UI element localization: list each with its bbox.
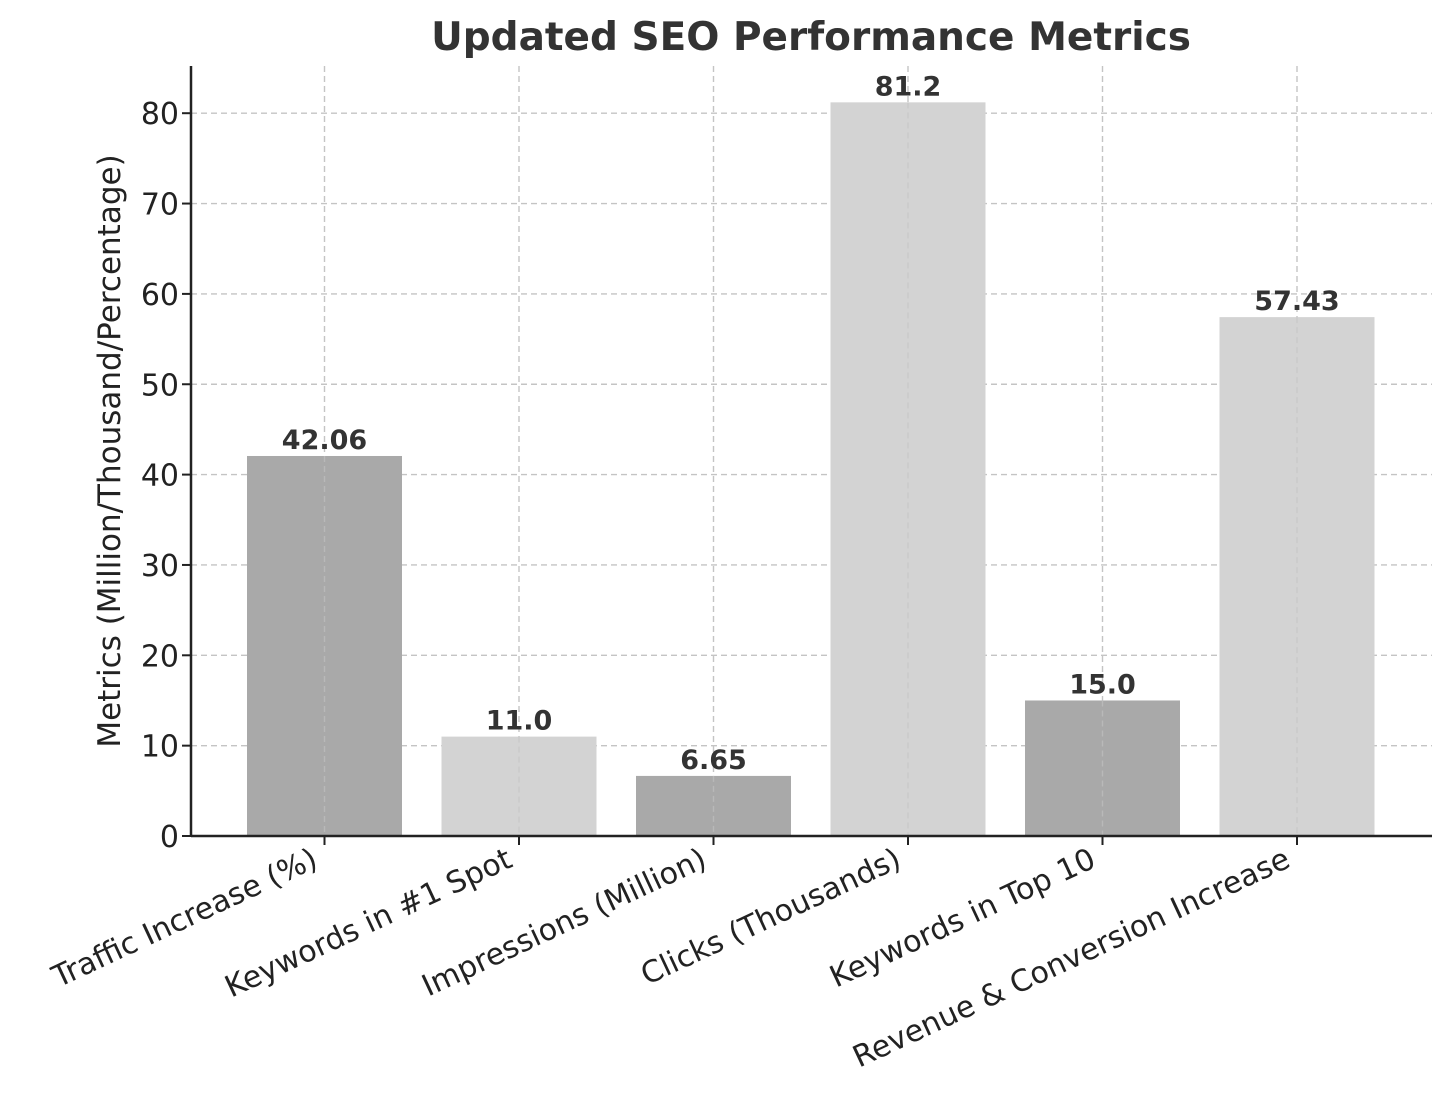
- data-label: 6.65: [680, 745, 747, 776]
- axes-layer: [189, 66, 1432, 838]
- bars-layer: [247, 102, 1375, 836]
- chart-title: Updated SEO Performance Metrics: [431, 15, 1191, 60]
- y-tick-label: 40: [141, 459, 179, 494]
- data-label: 42.06: [282, 425, 367, 456]
- y-tick-label: 30: [141, 549, 179, 584]
- y-tick-label: 80: [141, 97, 179, 132]
- x-ticks: Traffic Increase (%)Keywords in #1 SpotI…: [46, 836, 1298, 1075]
- y-tick-label: 10: [141, 730, 179, 765]
- data-label: 11.0: [486, 706, 553, 737]
- data-label: 15.0: [1069, 669, 1136, 700]
- y-tick-label: 20: [141, 639, 179, 674]
- data-label: 57.43: [1254, 286, 1339, 317]
- y-tick-label: 0: [160, 820, 179, 855]
- data-labels: 42.06 11.0 6.65 81.2 15.0 57.43: [282, 71, 1340, 776]
- y-tick-label: 50: [141, 368, 179, 403]
- y-tick-label: 60: [141, 278, 179, 313]
- y-axis-label: Metrics (Million/Thousand/Percentage): [92, 154, 128, 747]
- data-label: 81.2: [875, 71, 942, 102]
- y-tick-label: 70: [141, 188, 179, 223]
- y-ticks: 0 10 20 30 40 50 60 70 80: [141, 97, 191, 855]
